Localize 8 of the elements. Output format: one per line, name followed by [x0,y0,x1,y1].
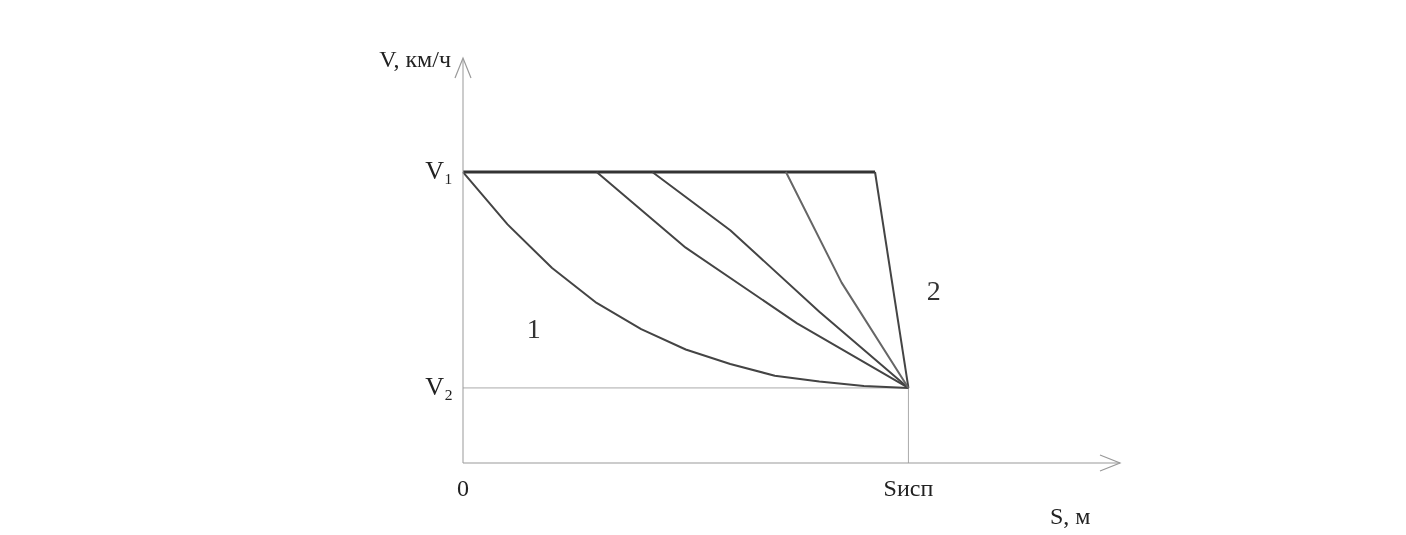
y-axis-title: V, км/ч [378,46,451,73]
x-tick-label: 0 [457,475,469,502]
ref-line-label: V₂ [424,371,453,402]
series-label: 1 [526,312,541,345]
x-tick-label: Sисп [883,475,934,502]
series-label: 2 [926,274,941,307]
x-axis-title: S, м [1050,503,1091,530]
annotation: V₁ [424,156,453,187]
